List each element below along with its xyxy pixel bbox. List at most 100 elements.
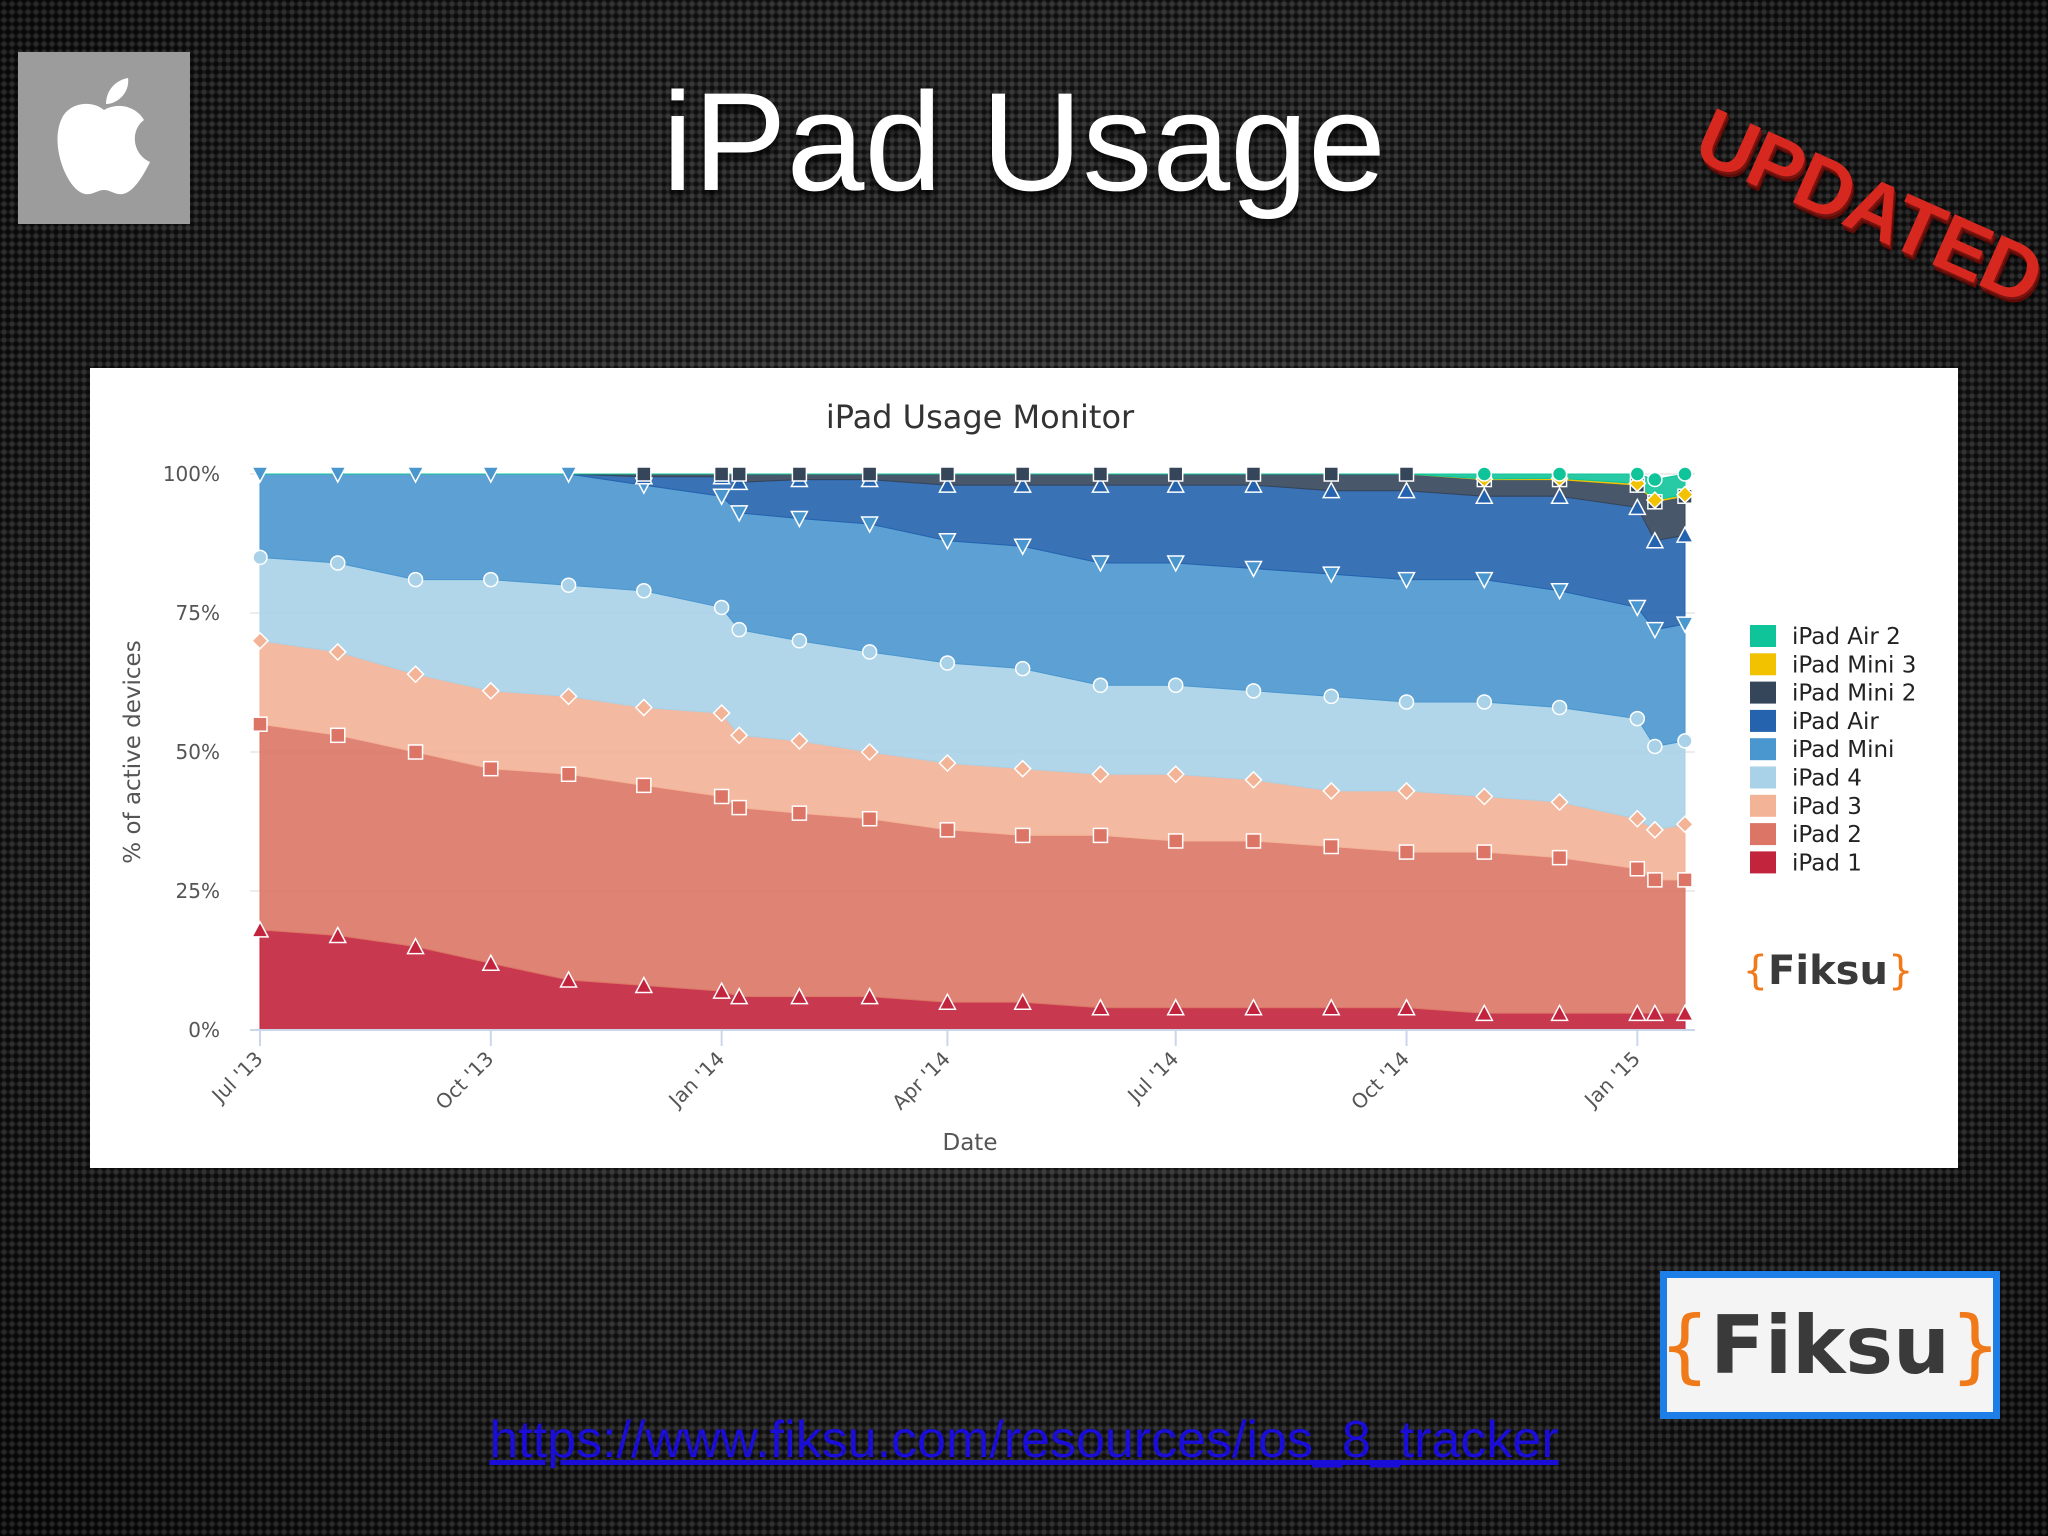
marker-ipad-3[interactable] (559, 687, 578, 706)
marker-ipad-3[interactable] (1645, 820, 1664, 839)
legend-item-label[interactable]: iPad Air 2 (1792, 624, 1901, 650)
marker-ipad-1[interactable] (1645, 1003, 1665, 1022)
marker-ipad-mini[interactable] (559, 466, 578, 484)
marker-ipad-mini[interactable] (1322, 566, 1341, 584)
marker-ipad-4[interactable] (1245, 683, 1262, 699)
marker-ipad-mini[interactable] (860, 516, 879, 534)
marker-ipad-2[interactable] (1167, 833, 1184, 849)
marker-ipad-4[interactable] (1323, 688, 1340, 705)
marker-ipad-1[interactable] (328, 925, 348, 944)
marker-ipad-3[interactable] (1013, 759, 1032, 778)
legend-item-label[interactable]: iPad Air (1792, 709, 1879, 735)
marker-ipad-3[interactable] (1244, 770, 1263, 789)
marker-ipad-2[interactable] (731, 799, 747, 816)
marker-ipad-4[interactable] (560, 577, 577, 593)
marker-ipad-air-2[interactable] (1476, 466, 1493, 482)
marker-ipad-4[interactable] (1551, 699, 1568, 716)
marker-ipad-2[interactable] (1398, 844, 1415, 860)
marker-ipad-2[interactable] (1323, 838, 1340, 855)
marker-ipad-mini[interactable] (1013, 538, 1032, 556)
marker-ipad-2[interactable] (407, 744, 424, 760)
marker-ipad-2[interactable] (861, 810, 878, 827)
marker-ipad-mini-2[interactable] (1014, 466, 1031, 482)
marker-ipad-air[interactable] (729, 472, 749, 491)
marker-ipad-1[interactable] (1013, 992, 1032, 1010)
marker-ipad-mini-2[interactable] (1323, 466, 1340, 482)
marker-ipad-mini-2[interactable] (1398, 466, 1415, 482)
marker-ipad-3[interactable] (938, 754, 957, 773)
marker-ipad-4[interactable] (636, 583, 652, 599)
legend-item-label[interactable]: iPad 3 (1792, 794, 1862, 820)
marker-ipad-2[interactable] (791, 805, 808, 821)
marker-ipad-1[interactable] (634, 975, 654, 994)
marker-ipad-4[interactable] (407, 571, 424, 588)
area-ipad-air-2[interactable] (260, 473, 1686, 501)
marker-ipad-4[interactable] (713, 599, 730, 616)
marker-ipad-air-2[interactable] (1629, 466, 1646, 482)
marker-ipad-1[interactable] (1628, 1003, 1647, 1022)
marker-ipad-1[interactable] (712, 981, 731, 999)
marker-ipad-mini[interactable] (938, 532, 957, 551)
marker-ipad-4[interactable] (1476, 694, 1493, 710)
marker-ipad-1[interactable] (1675, 1003, 1695, 1022)
marker-ipad-mini-2[interactable] (1092, 466, 1109, 482)
marker-ipad-mini-3[interactable] (1675, 485, 1695, 504)
marker-ipad-1[interactable] (938, 992, 957, 1010)
marker-ipad-mini[interactable] (1244, 560, 1263, 579)
marker-ipad-3[interactable] (1675, 815, 1695, 834)
marker-ipad-2[interactable] (1629, 861, 1646, 877)
marker-ipad-2[interactable] (1476, 844, 1493, 860)
marker-ipad-4[interactable] (791, 633, 808, 649)
marker-ipad-1[interactable] (1166, 998, 1185, 1016)
marker-ipad-4[interactable] (861, 644, 878, 660)
marker-ipad-1[interactable] (790, 987, 809, 1005)
marker-ipad-1[interactable] (1550, 1003, 1569, 1022)
marker-ipad-mini[interactable] (1397, 571, 1416, 590)
marker-ipad-2[interactable] (1647, 872, 1663, 888)
marker-ipad-1[interactable] (406, 937, 425, 955)
marker-ipad-mini-2[interactable] (731, 466, 747, 482)
marker-ipad-4[interactable] (1677, 733, 1693, 749)
marker-ipad-3[interactable] (250, 631, 270, 650)
marker-ipad-2[interactable] (483, 760, 499, 777)
legend-item-label[interactable]: iPad 2 (1792, 822, 1862, 848)
marker-ipad-air-2[interactable] (1677, 466, 1693, 482)
marker-ipad-3[interactable] (1166, 765, 1185, 784)
marker-ipad-4[interactable] (252, 549, 268, 566)
marker-ipad-air[interactable] (1166, 475, 1185, 493)
marker-ipad-air[interactable] (938, 475, 957, 493)
marker-ipad-1[interactable] (1244, 998, 1263, 1016)
marker-ipad-3[interactable] (860, 742, 879, 762)
marker-ipad-air[interactable] (1475, 486, 1494, 504)
marker-ipad-2[interactable] (1014, 827, 1031, 844)
marker-ipad-2[interactable] (939, 822, 956, 838)
legend-item-label[interactable]: iPad 4 (1792, 766, 1862, 792)
marker-ipad-2[interactable] (252, 716, 268, 732)
marker-ipad-4[interactable] (939, 655, 956, 671)
marker-ipad-air[interactable] (1013, 475, 1032, 493)
marker-ipad-4[interactable] (330, 555, 346, 571)
source-link[interactable]: https://www.fiksu.com/resources/ios_8_tr… (489, 1411, 1559, 1469)
marker-ipad-mini[interactable] (712, 488, 731, 506)
marker-ipad-mini-2[interactable] (861, 466, 878, 482)
marker-ipad-mini[interactable] (1628, 599, 1647, 618)
marker-ipad-1[interactable] (250, 920, 270, 938)
marker-ipad-mini-2[interactable] (713, 466, 730, 482)
marker-ipad-3[interactable] (328, 642, 347, 661)
marker-ipad-3[interactable] (634, 698, 653, 717)
marker-ipad-air[interactable] (1628, 497, 1647, 516)
marker-ipad-mini[interactable] (406, 466, 425, 484)
marker-ipad-mini-3[interactable] (1645, 491, 1664, 510)
marker-ipad-4[interactable] (483, 571, 499, 588)
marker-ipad-1[interactable] (729, 987, 749, 1005)
marker-ipad-air[interactable] (1675, 525, 1695, 543)
marker-ipad-mini[interactable] (1550, 583, 1569, 601)
marker-ipad-3[interactable] (790, 731, 809, 750)
legend-item-label[interactable]: iPad Mini 3 (1792, 652, 1916, 678)
marker-ipad-3[interactable] (1091, 765, 1110, 784)
marker-ipad-4[interactable] (1167, 677, 1184, 694)
legend-item-label[interactable]: iPad Mini 2 (1792, 681, 1916, 707)
marker-ipad-mini[interactable] (790, 510, 809, 529)
marker-ipad-2[interactable] (636, 777, 652, 794)
marker-ipad-3[interactable] (1550, 792, 1569, 812)
